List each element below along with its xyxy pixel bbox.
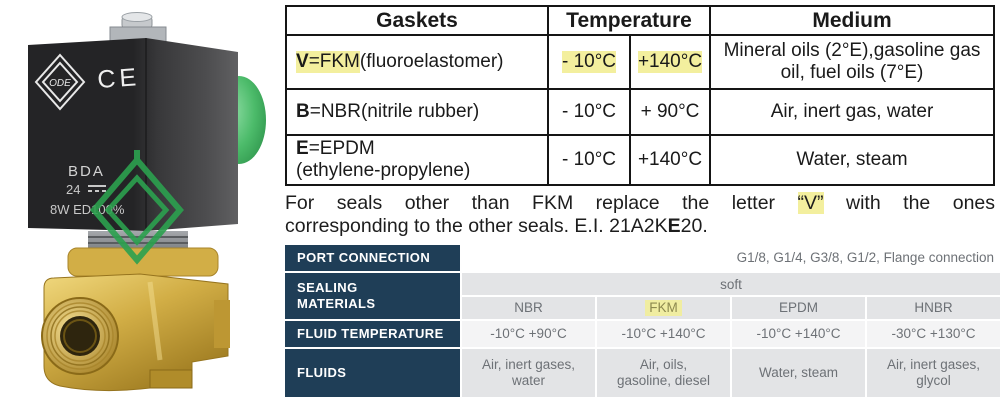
spec-label-fluid-temperature: FLUID TEMPERATURE <box>285 321 460 347</box>
power-label: 8W ED100% <box>50 202 125 217</box>
gasket-row-nbr-temp-max: + 90°C <box>631 90 709 134</box>
gasket-row-nbr-name: B=NBR (nitrile rubber) <box>287 90 547 134</box>
fluid-temp-epdm: -10°C +140°C <box>732 321 865 347</box>
gasket-row-fkm-name: V=FKM (fluoroelastomer) <box>287 36 547 88</box>
gasket-code: =EPDM <box>308 138 375 159</box>
port-connection-value: G1/8, G1/4, G3/8, G1/2, Flange connectio… <box>462 245 1000 271</box>
material-fkm-highlight: FKM <box>645 300 682 316</box>
note-text: corresponding to the other seals. E.I. 2… <box>285 215 668 237</box>
fluids-epdm: Water, steam <box>732 349 865 397</box>
note-line-1: For seals other than FKM replace the let… <box>285 192 995 215</box>
gasket-table-header-medium: Medium <box>711 7 993 34</box>
note-text: For seals other than FKM replace the let… <box>285 192 776 214</box>
gasket-desc: (nitrile rubber) <box>360 101 480 122</box>
material-cell-fkm: FKM <box>597 297 730 319</box>
note-text: with the ones <box>846 192 996 214</box>
note-highlighted-letter: “V” <box>797 192 824 214</box>
gasket-letter: E <box>296 138 309 159</box>
gasket-row-nbr-medium: Air, inert gas, water <box>711 90 993 134</box>
solenoid-valve-photo: ODE CE BDA 24 8W ED100% <box>28 12 266 392</box>
label-line: MATERIALS <box>297 296 376 311</box>
temp-max-value: +140°C <box>637 51 703 73</box>
gasket-table: Gaskets Temperature Medium V=FKM (fluoro… <box>285 5 995 186</box>
temp-min-value: - 10°C <box>561 51 617 73</box>
spec-table: PORT CONNECTION G1/8, G1/4, G3/8, G1/2, … <box>285 245 1000 399</box>
material-cell-nbr: NBR <box>462 297 595 319</box>
material-cell-epdm: EPDM <box>732 297 865 319</box>
gasket-row-fkm-medium: Mineral oils (2°E),gasoline gas oil, fue… <box>711 36 993 88</box>
model-label: BDA <box>68 163 105 180</box>
fluid-temp-nbr: -10°C +90°C <box>462 321 595 347</box>
fluid-temp-hnbr: -30°C +130°C <box>867 321 1000 347</box>
gasket-row-fkm-temp-max: +140°C <box>631 36 709 88</box>
label-line: SEALING <box>297 280 358 295</box>
gasket-code: =FKM <box>308 51 360 72</box>
voltage-label: 24 <box>66 182 80 197</box>
gasket-row-epdm-name: E=EPDM (ethylene-propylene) <box>287 136 547 184</box>
gasket-letter: B <box>296 101 310 122</box>
top-screw-icon <box>109 12 167 43</box>
gasket-row-nbr-temp-min: - 10°C <box>549 90 629 134</box>
material-cell-hnbr: HNBR <box>867 297 1000 319</box>
ode-watermark-icon <box>90 150 184 265</box>
spec-row-fluid-temperature: FLUID TEMPERATURE -10°C +90°C -10°C +140… <box>285 321 1000 347</box>
fluids-fkm: Air, oils, gasoline, diesel <box>597 349 730 397</box>
ode-logo-icon: ODE <box>34 53 86 111</box>
svg-text:ODE: ODE <box>49 78 71 89</box>
fluids-hnbr: Air, inert gases, glycol <box>867 349 1000 397</box>
spec-label-port-connection: PORT CONNECTION <box>285 245 460 271</box>
gasket-letter: V <box>296 51 309 72</box>
gasket-table-header-temperature: Temperature <box>549 7 709 34</box>
spec-label-sealing-materials: SEALING MATERIALS <box>285 273 460 319</box>
gasket-row-epdm-medium: Water, steam <box>711 136 993 184</box>
spec-row-port-connection: PORT CONNECTION G1/8, G1/4, G3/8, G1/2, … <box>285 245 1000 271</box>
gasket-row-fkm-temp-min: - 10°C <box>549 36 629 88</box>
seal-replacement-note: For seals other than FKM replace the let… <box>285 192 995 238</box>
dc-voltage-icon <box>88 185 106 192</box>
gasket-code: =NBR <box>309 101 361 122</box>
brass-valve-body <box>41 247 230 392</box>
note-line-2: corresponding to the other seals. E.I. 2… <box>285 215 995 238</box>
fluid-temp-fkm: -10°C +140°C <box>597 321 730 347</box>
note-text: 20. <box>680 215 708 237</box>
ce-mark: CE <box>96 63 141 94</box>
spec-row-fluids: FLUIDS Air, inert gases, water Air, oils… <box>285 349 1000 397</box>
spec-row-sealing-materials: SEALING MATERIALS soft NBR FKM EPDM HNBR <box>285 273 1000 319</box>
fluids-nbr: Air, inert gases, water <box>462 349 595 397</box>
gasket-desc: (fluoroelastomer) <box>359 51 504 72</box>
gasket-table-header-gaskets: Gaskets <box>287 7 547 34</box>
gasket-desc: (ethylene-propylene) <box>296 160 471 181</box>
gasket-row-epdm-temp-max: +140°C <box>631 136 709 184</box>
spec-label-fluids: FLUIDS <box>285 349 460 397</box>
sealing-group-soft: soft <box>462 273 1000 295</box>
note-bold-letter: E <box>667 215 681 237</box>
gasket-row-epdm-temp-min: - 10°C <box>549 136 629 184</box>
